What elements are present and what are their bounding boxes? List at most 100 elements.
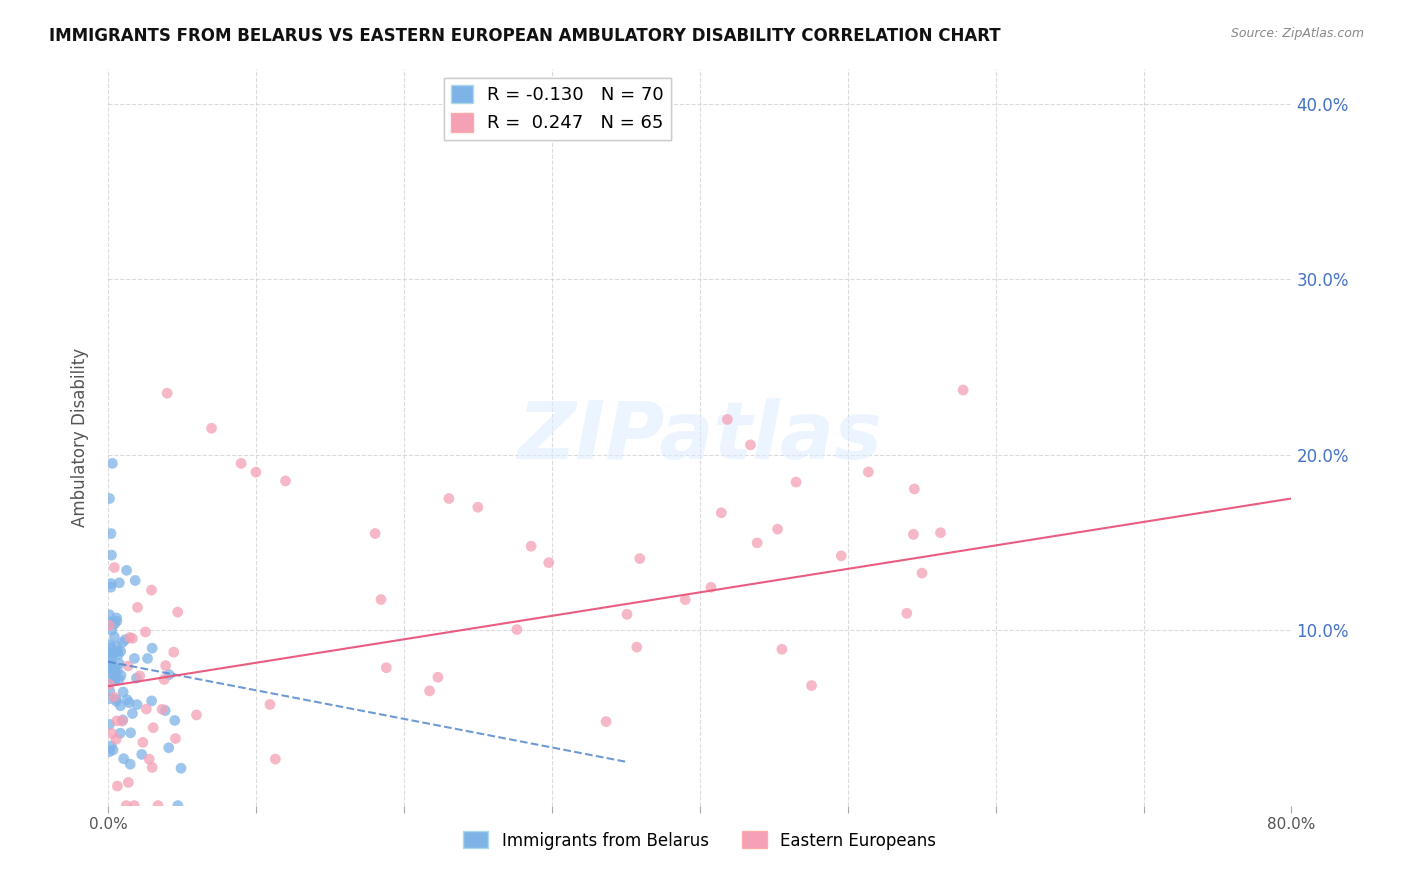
Eastern Europeans [142, 721, 165, 735]
Immigrants from Belarus [104, 664, 127, 678]
Eastern Europeans [156, 386, 179, 401]
Eastern Europeans [200, 421, 222, 435]
Immigrants from Belarus [124, 651, 146, 665]
Immigrants from Belarus [141, 641, 163, 656]
Immigrants from Belarus [115, 692, 138, 706]
Eastern Europeans [830, 549, 852, 563]
Immigrants from Belarus [141, 694, 163, 708]
Immigrants from Belarus [118, 696, 141, 710]
Immigrants from Belarus [115, 563, 138, 577]
Eastern Europeans [231, 456, 253, 470]
Eastern Europeans [103, 560, 125, 574]
Eastern Europeans [595, 714, 617, 729]
Eastern Europeans [100, 726, 122, 740]
Eastern Europeans [150, 702, 173, 716]
Immigrants from Belarus [166, 798, 188, 813]
Eastern Europeans [118, 631, 141, 645]
Immigrants from Belarus [103, 646, 125, 660]
Immigrants from Belarus [110, 644, 132, 658]
Immigrants from Belarus [98, 615, 121, 629]
Eastern Europeans [132, 735, 155, 749]
Immigrants from Belarus [163, 714, 186, 728]
Eastern Europeans [375, 661, 398, 675]
Eastern Europeans [134, 624, 156, 639]
Immigrants from Belarus [112, 752, 135, 766]
Immigrants from Belarus [136, 651, 159, 665]
Immigrants from Belarus [105, 663, 128, 677]
Immigrants from Belarus [124, 574, 146, 588]
Immigrants from Belarus [98, 646, 121, 660]
Immigrants from Belarus [107, 648, 129, 662]
Eastern Europeans [437, 491, 460, 506]
Immigrants from Belarus [98, 657, 121, 672]
Eastern Europeans [135, 702, 157, 716]
Eastern Europeans [370, 592, 392, 607]
Eastern Europeans [740, 438, 762, 452]
Immigrants from Belarus [105, 614, 128, 628]
Immigrants from Belarus [98, 665, 121, 679]
Eastern Europeans [467, 500, 489, 515]
Eastern Europeans [628, 551, 651, 566]
Immigrants from Belarus [98, 674, 121, 689]
Eastern Europeans [745, 536, 768, 550]
Eastern Europeans [264, 752, 287, 766]
Eastern Europeans [128, 669, 150, 683]
Immigrants from Belarus [121, 706, 143, 721]
Eastern Europeans [141, 583, 163, 598]
Eastern Europeans [626, 640, 648, 655]
Eastern Europeans [155, 658, 177, 673]
Eastern Europeans [929, 525, 952, 540]
Text: ZIPatlas: ZIPatlas [517, 398, 882, 476]
Eastern Europeans [700, 580, 723, 594]
Eastern Europeans [111, 714, 134, 728]
Immigrants from Belarus [98, 745, 121, 759]
Immigrants from Belarus [101, 657, 124, 671]
Immigrants from Belarus [120, 757, 142, 772]
Immigrants from Belarus [125, 671, 148, 685]
Immigrants from Belarus [100, 526, 122, 541]
Eastern Europeans [364, 526, 387, 541]
Immigrants from Belarus [101, 623, 124, 637]
Eastern Europeans [138, 752, 160, 766]
Eastern Europeans [98, 677, 121, 691]
Eastern Europeans [785, 475, 807, 489]
Immigrants from Belarus [100, 580, 122, 594]
Eastern Europeans [770, 642, 793, 657]
Eastern Europeans [911, 566, 934, 581]
Immigrants from Belarus [107, 644, 129, 658]
Immigrants from Belarus [100, 576, 122, 591]
Eastern Europeans [800, 679, 823, 693]
Eastern Europeans [122, 798, 145, 813]
Immigrants from Belarus [98, 638, 121, 652]
Eastern Europeans [896, 607, 918, 621]
Immigrants from Belarus [101, 743, 124, 757]
Legend: R = -0.130   N = 70, R =  0.247   N = 65: R = -0.130 N = 70, R = 0.247 N = 65 [444, 78, 671, 140]
Eastern Europeans [127, 600, 149, 615]
Eastern Europeans [166, 605, 188, 619]
Immigrants from Belarus [103, 673, 125, 687]
Immigrants from Belarus [108, 657, 131, 671]
Immigrants from Belarus [170, 761, 193, 775]
Eastern Europeans [716, 412, 738, 426]
Immigrants from Belarus [112, 685, 135, 699]
Immigrants from Belarus [103, 630, 125, 644]
Eastern Europeans [766, 522, 789, 536]
Text: Source: ZipAtlas.com: Source: ZipAtlas.com [1230, 27, 1364, 40]
Immigrants from Belarus [108, 575, 131, 590]
Immigrants from Belarus [105, 692, 128, 706]
Immigrants from Belarus [100, 739, 122, 753]
Immigrants from Belarus [105, 611, 128, 625]
Eastern Europeans [903, 527, 925, 541]
Immigrants from Belarus [110, 726, 132, 740]
Eastern Europeans [105, 779, 128, 793]
Immigrants from Belarus [114, 632, 136, 647]
Immigrants from Belarus [101, 456, 124, 470]
Eastern Europeans [419, 684, 441, 698]
Immigrants from Belarus [98, 661, 121, 675]
Eastern Europeans [537, 556, 560, 570]
Eastern Europeans [952, 383, 974, 397]
Eastern Europeans [105, 732, 128, 747]
Immigrants from Belarus [110, 698, 132, 713]
Eastern Europeans [259, 698, 281, 712]
Eastern Europeans [520, 539, 543, 553]
